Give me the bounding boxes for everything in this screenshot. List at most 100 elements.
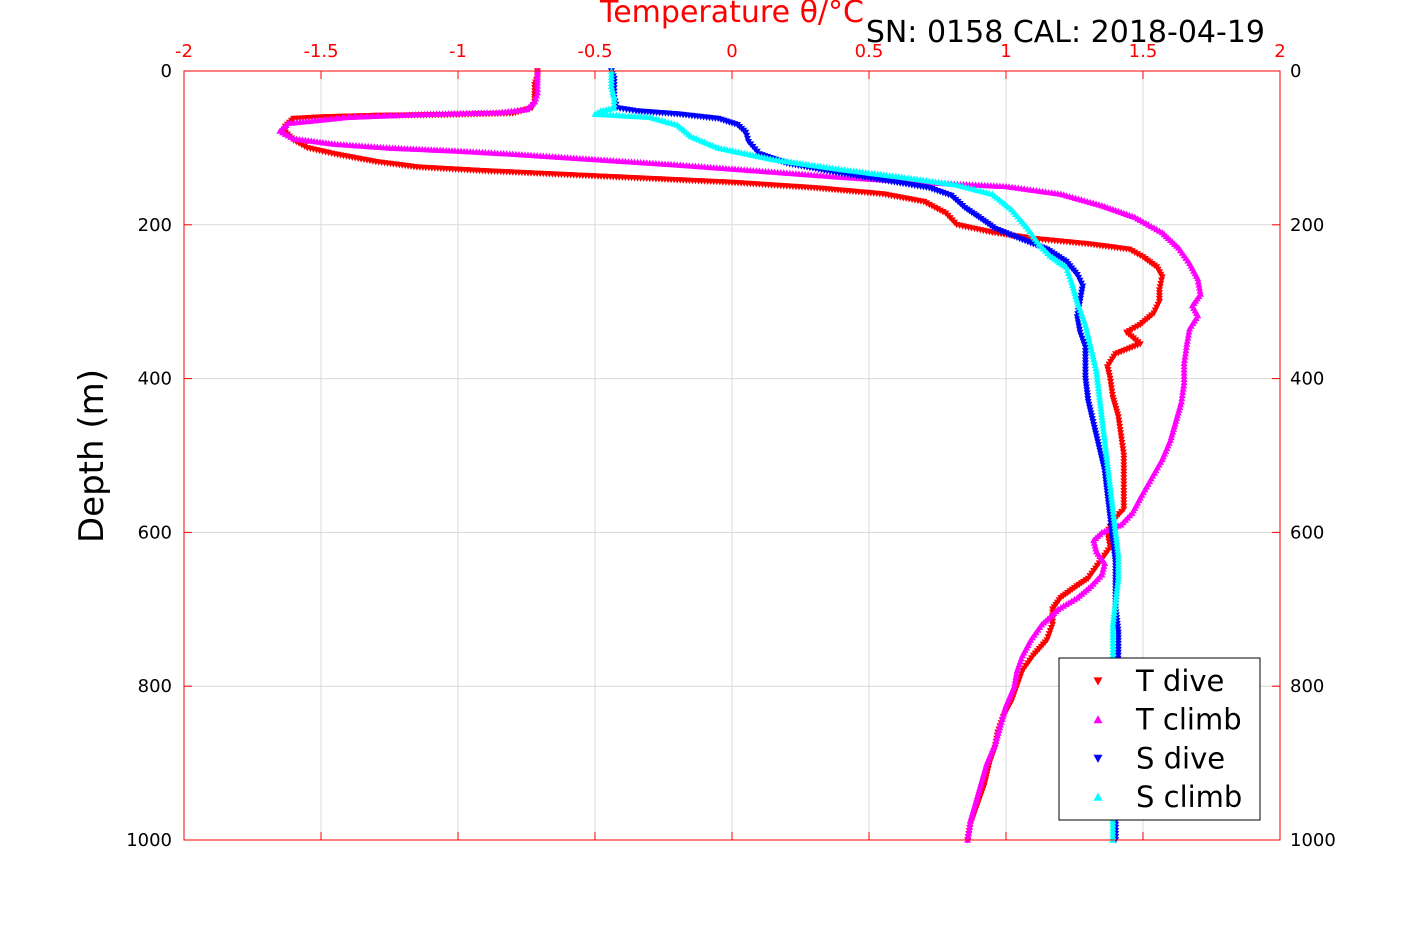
data-point (1107, 379, 1115, 386)
data-point (1120, 484, 1128, 492)
legend-marker (1093, 792, 1103, 801)
data-point (1178, 391, 1186, 399)
data-point (964, 833, 972, 840)
data-point (1107, 385, 1115, 392)
data-point (1120, 471, 1128, 479)
x-tick-label: -2 (175, 41, 193, 62)
data-point (1114, 414, 1122, 421)
data-point (1180, 372, 1188, 379)
data-point (1117, 430, 1125, 437)
data-point (1178, 394, 1186, 402)
data-point (1116, 423, 1124, 431)
data-point (1181, 350, 1189, 357)
data-point (1057, 604, 1065, 611)
data-point (1182, 346, 1190, 354)
data-point (1120, 468, 1128, 476)
legend-label: S dive (1136, 741, 1225, 775)
data-point (1119, 449, 1127, 456)
data-point (1180, 378, 1188, 386)
data-point (1120, 459, 1128, 466)
data-point (1120, 462, 1128, 469)
data-point (1062, 600, 1070, 608)
data-point (1119, 446, 1127, 453)
data-point (1120, 452, 1128, 459)
y-tick-label-left: 200 (138, 215, 172, 236)
y-tick-label-right: 1000 (1290, 830, 1336, 851)
series-t-climb (276, 67, 1205, 843)
chart-subtitle: SN: 0158 CAL: 2018-04-19 (866, 15, 1265, 50)
data-point (1180, 382, 1188, 389)
data-point (1158, 274, 1166, 281)
x-tick-label: 2 (1274, 41, 1285, 62)
y-tick-label-right: 400 (1290, 369, 1324, 390)
data-point (1156, 284, 1164, 291)
legend-marker (1093, 677, 1103, 686)
y-axis-label: Depth (m) (72, 369, 112, 543)
y-tick-label-left: 400 (138, 369, 172, 390)
x-tick-label: 0 (726, 41, 737, 62)
data-point (533, 89, 541, 96)
data-point (1117, 433, 1125, 440)
legend-marker (1093, 754, 1103, 763)
series-layer (276, 67, 1205, 844)
data-point (1157, 277, 1165, 284)
data-point (1180, 362, 1188, 370)
data-point (533, 85, 541, 92)
y-tick-label-left: 1000 (126, 830, 172, 851)
data-point (1071, 595, 1078, 603)
data-point (1120, 481, 1128, 488)
data-point (1120, 455, 1128, 463)
x-tick-label: -1.5 (303, 41, 338, 62)
data-point (1115, 420, 1123, 427)
y-tick-label-right: 800 (1290, 676, 1324, 697)
x-tick-label: -0.5 (577, 41, 612, 62)
data-point (1108, 388, 1116, 395)
data-point (1120, 475, 1128, 482)
legend-box (1058, 657, 1261, 821)
data-point (1180, 366, 1188, 373)
x-tick-label: 1 (1000, 41, 1011, 62)
data-point (610, 101, 618, 108)
data-point (1054, 605, 1062, 613)
data-point (1118, 439, 1126, 447)
chart-title: Temperature θ/°C (599, 0, 864, 30)
legend-marker (1093, 715, 1103, 724)
data-point (965, 823, 973, 830)
legend: T dive T climb S dive S climb (1058, 657, 1261, 821)
data-point (965, 826, 973, 834)
data-point (965, 830, 973, 837)
data-point (1116, 427, 1124, 434)
legend-label: S climb (1136, 780, 1242, 814)
data-point (610, 104, 618, 111)
data-point (610, 97, 618, 105)
x-tick-label: 1.5 (1129, 41, 1158, 62)
data-point (1179, 388, 1187, 395)
y-tick-label-left: 600 (138, 522, 172, 543)
x-tick-label: -1 (449, 41, 467, 62)
y-tick-label-right: 0 (1290, 61, 1301, 82)
data-point (1180, 369, 1188, 376)
data-point (1120, 487, 1128, 495)
data-point (1118, 443, 1126, 450)
y-tick-label-left: 0 (161, 61, 172, 82)
data-point (1177, 398, 1185, 405)
data-point (1060, 602, 1068, 609)
legend-label: T dive (1135, 664, 1224, 698)
data-point (1180, 359, 1188, 367)
data-point (533, 71, 541, 78)
y-tick-label-right: 200 (1290, 215, 1324, 236)
data-point (1068, 597, 1076, 604)
data-point (1106, 375, 1114, 383)
y-tick-label-left: 800 (138, 676, 172, 697)
data-point (1181, 353, 1189, 360)
data-point (966, 820, 974, 827)
data-point (1180, 375, 1188, 383)
y-tick-label-right: 600 (1290, 522, 1324, 543)
data-point (1120, 465, 1128, 472)
data-point (1115, 417, 1123, 424)
data-point (1065, 599, 1073, 606)
data-point (1182, 343, 1190, 350)
x-tick-label: 0.5 (855, 41, 884, 62)
